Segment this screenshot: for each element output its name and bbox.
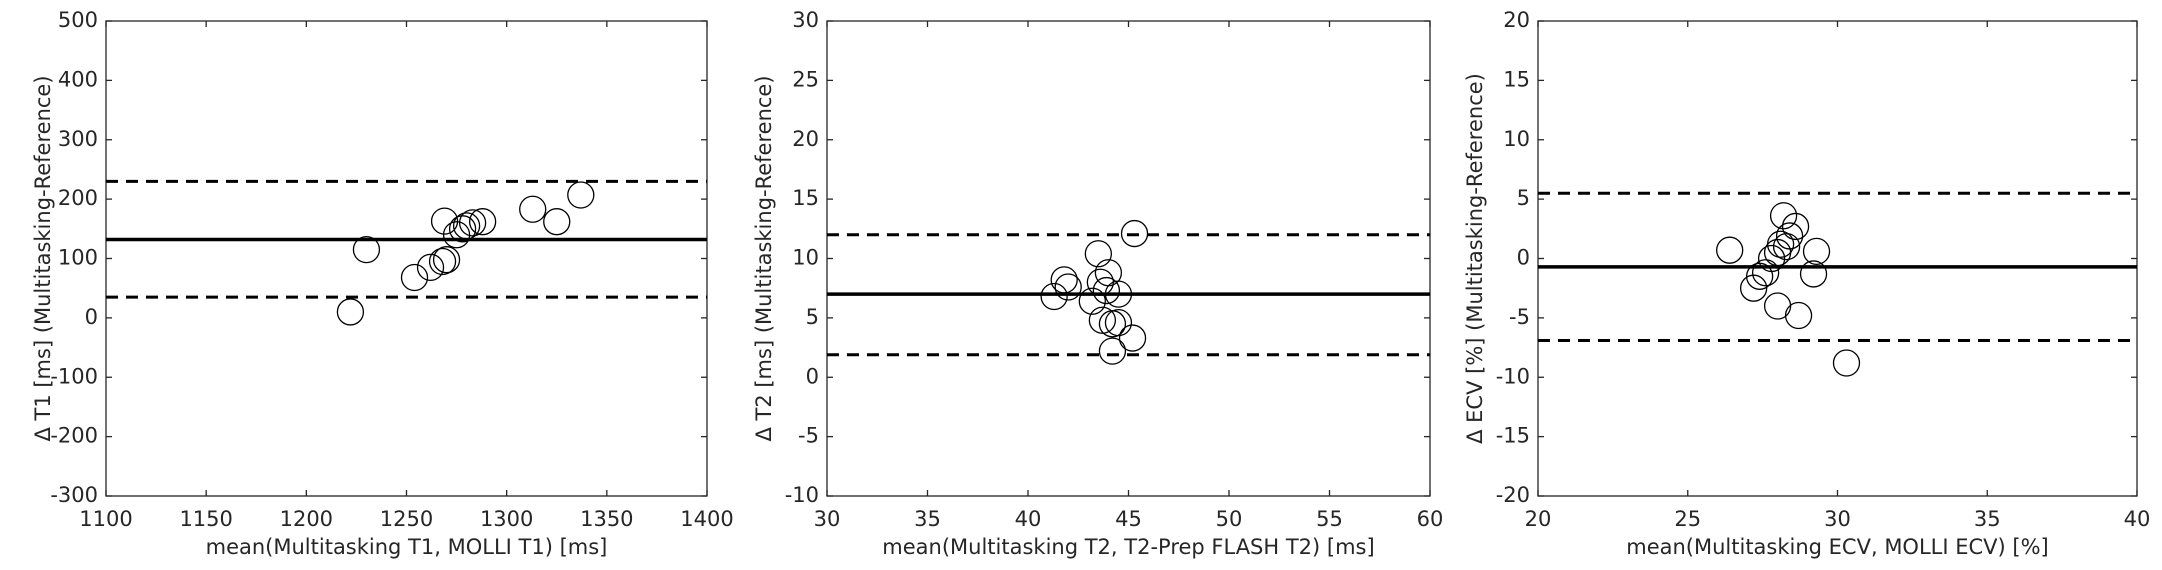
y-tick-label: 300 xyxy=(58,127,98,151)
x-tick-label: 1300 xyxy=(480,507,533,531)
plot-area xyxy=(826,20,1431,497)
data-point xyxy=(432,246,461,274)
x-tick-label: 45 xyxy=(1115,507,1142,531)
x-tick-label: 1350 xyxy=(580,507,633,531)
y-tick-label: 0 xyxy=(806,364,819,388)
y-tick-label: -20 xyxy=(1496,483,1530,507)
y-tick-label: -200 xyxy=(50,424,98,448)
data-point xyxy=(1092,276,1121,305)
data-point xyxy=(1832,349,1861,377)
data-point xyxy=(1054,273,1082,301)
data-point xyxy=(442,221,471,249)
data-point xyxy=(1078,287,1106,315)
data-point xyxy=(1775,222,1804,250)
data-point xyxy=(1098,337,1127,365)
y-tick-label: -5 xyxy=(1509,305,1530,329)
data-point xyxy=(567,181,595,209)
x-tick-label: 40 xyxy=(1015,507,1042,531)
plot-area xyxy=(1537,20,2138,497)
y-tick-label: 20 xyxy=(792,127,819,151)
y-tick-label: 400 xyxy=(58,67,98,91)
data-point xyxy=(1739,274,1768,302)
y-axis-label: Δ T1 [ms] (Multitasking-Reference) xyxy=(31,75,55,441)
x-tick-label: 30 xyxy=(1824,507,1851,531)
y-tick-label: 25 xyxy=(792,67,819,91)
data-point xyxy=(428,247,457,276)
x-tick-label: 35 xyxy=(914,507,941,531)
y-tick-label: 10 xyxy=(1503,127,1530,151)
data-point xyxy=(543,208,571,236)
data-point xyxy=(1784,301,1813,330)
data-point xyxy=(400,263,429,292)
x-axis-label: mean(Multitasking ECV, MOLLI ECV) [%] xyxy=(1626,535,2049,559)
data-point xyxy=(1104,308,1133,337)
data-point xyxy=(1084,240,1112,268)
y-tick-label: -5 xyxy=(798,424,819,448)
data-point xyxy=(468,208,497,236)
x-axis-label: mean(Multitasking T1, MOLLI T1) [ms] xyxy=(206,535,608,559)
data-point xyxy=(1088,306,1117,334)
x-tick-label: 25 xyxy=(1674,507,1701,531)
data-point xyxy=(1799,260,1828,288)
data-point xyxy=(458,209,487,237)
x-tick-label: 1200 xyxy=(280,507,333,531)
x-tick-label: 55 xyxy=(1316,507,1343,531)
data-point xyxy=(1751,259,1780,287)
x-tick-label: 35 xyxy=(1974,507,2001,531)
data-point xyxy=(1104,280,1133,308)
y-tick-label: 100 xyxy=(58,246,98,270)
y-axis-label: Δ T2 [ms] (Multitasking-Reference) xyxy=(752,75,776,441)
data-point xyxy=(336,298,365,326)
data-point xyxy=(1802,237,1831,266)
x-tick-label: 1250 xyxy=(380,507,433,531)
data-point xyxy=(1781,212,1810,241)
data-point xyxy=(1757,244,1786,273)
x-tick-label: 1150 xyxy=(179,507,232,531)
y-tick-label: -100 xyxy=(50,364,98,388)
data-point xyxy=(416,253,445,282)
y-tick-label: -10 xyxy=(785,483,819,507)
data-point xyxy=(1040,282,1068,311)
x-tick-label: 40 xyxy=(2124,507,2151,531)
x-tick-label: 30 xyxy=(814,507,841,531)
y-tick-label: 0 xyxy=(1517,246,1530,270)
y-tick-label: 20 xyxy=(1503,8,1530,32)
data-point xyxy=(448,215,477,243)
y-tick-label: -15 xyxy=(1496,424,1530,448)
x-tick-label: 50 xyxy=(1216,507,1243,531)
y-tick-label: 30 xyxy=(792,8,819,32)
data-point xyxy=(519,195,547,223)
y-tick-label: 10 xyxy=(792,246,819,270)
data-point xyxy=(352,235,381,264)
x-tick-label: 1400 xyxy=(680,507,733,531)
data-point xyxy=(1716,236,1744,264)
y-axis-label: Δ ECV [%] (Multitasking-Reference) xyxy=(1463,73,1487,444)
data-point xyxy=(452,212,481,240)
y-tick-label: 500 xyxy=(58,8,98,32)
data-point xyxy=(1766,230,1795,258)
data-point xyxy=(1769,202,1798,230)
y-tick-label: 15 xyxy=(1503,67,1530,91)
plot-area xyxy=(105,20,708,497)
data-point xyxy=(1050,266,1078,294)
y-tick-label: 5 xyxy=(806,305,819,329)
y-tick-label: -10 xyxy=(1496,364,1530,388)
x-tick-label: 20 xyxy=(1525,507,1552,531)
y-tick-label: 5 xyxy=(1517,186,1530,210)
x-axis-label: mean(Multitasking T2, T2-Prep FLASH T2) … xyxy=(882,535,1374,559)
y-tick-label: 0 xyxy=(85,305,98,329)
x-tick-label: 60 xyxy=(1417,507,1444,531)
data-point xyxy=(1118,324,1147,352)
x-tick-label: 1100 xyxy=(79,507,132,531)
data-point xyxy=(430,207,459,235)
y-tick-label: -300 xyxy=(50,483,98,507)
data-point xyxy=(1772,232,1801,261)
data-point xyxy=(1120,219,1149,248)
y-tick-label: 200 xyxy=(58,186,98,210)
y-tick-label: 15 xyxy=(792,186,819,210)
